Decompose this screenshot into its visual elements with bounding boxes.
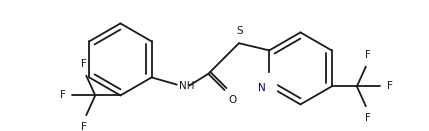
Text: S: S xyxy=(236,26,243,36)
Text: F: F xyxy=(387,81,393,91)
Text: N: N xyxy=(258,83,266,93)
Text: F: F xyxy=(82,122,88,131)
Text: F: F xyxy=(60,90,66,100)
Text: NH: NH xyxy=(178,81,194,91)
Text: F: F xyxy=(365,113,371,122)
Text: O: O xyxy=(228,95,236,105)
Text: F: F xyxy=(365,50,371,60)
Text: F: F xyxy=(82,59,88,69)
